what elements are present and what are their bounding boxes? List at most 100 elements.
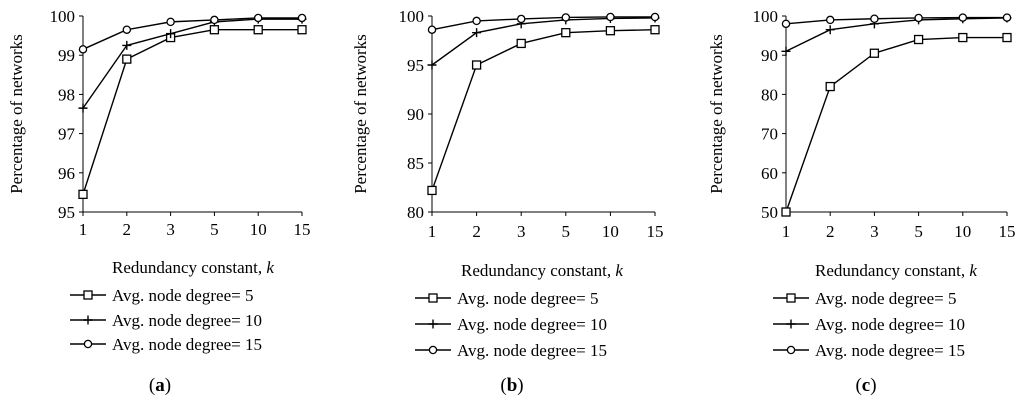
data-point xyxy=(914,13,923,23)
data-point xyxy=(78,189,88,200)
legend-marker xyxy=(428,293,438,303)
y-tick-label: 95 xyxy=(407,56,424,75)
x-tick-label: 3 xyxy=(870,222,879,241)
data-point xyxy=(561,13,571,22)
data-point xyxy=(606,12,615,22)
series-1 xyxy=(78,25,307,200)
legend-label: Avg. node degree= 15 xyxy=(815,341,965,360)
series-2 xyxy=(781,13,1012,56)
data-point xyxy=(472,28,482,38)
x-tick-label: 10 xyxy=(250,220,267,239)
legend-label: Avg. node degree= 10 xyxy=(815,315,965,334)
data-point xyxy=(297,13,307,23)
data-point xyxy=(650,25,660,35)
x-tick-label: 15 xyxy=(647,222,664,241)
legend-label: Avg. node degree= 15 xyxy=(457,341,607,360)
y-tick-label: 80 xyxy=(407,203,424,222)
x-tick-label: 5 xyxy=(562,222,571,241)
series-line xyxy=(431,29,656,191)
x-tick-label: 5 xyxy=(210,220,219,239)
x-tick-label: 1 xyxy=(782,222,791,241)
data-point xyxy=(650,12,660,22)
data-point xyxy=(869,48,880,58)
y-tick-label: 100 xyxy=(50,7,76,26)
panel-label: (c) xyxy=(855,375,876,396)
series-3 xyxy=(781,13,1012,29)
y-tick-label: 99 xyxy=(58,46,75,65)
data-point xyxy=(870,14,879,23)
y-tick-label: 90 xyxy=(761,46,778,65)
x-tick-label: 3 xyxy=(517,222,526,241)
data-point xyxy=(781,46,791,56)
data-point xyxy=(253,25,263,35)
series-3 xyxy=(427,12,660,34)
x-tick-label: 10 xyxy=(954,222,971,241)
data-point xyxy=(427,25,437,34)
legend-marker xyxy=(83,339,93,349)
series-line xyxy=(431,16,655,31)
y-axis-label: Percentage of networks xyxy=(351,34,370,194)
data-point xyxy=(297,25,307,35)
series-1 xyxy=(427,25,660,196)
x-axis-label: Redundancy constant, k xyxy=(461,261,623,280)
x-tick-label: 1 xyxy=(79,220,88,239)
x-tick-label: 2 xyxy=(826,222,835,241)
x-tick-label: 2 xyxy=(123,220,132,239)
y-tick-label: 96 xyxy=(58,164,75,183)
data-point xyxy=(516,38,526,49)
legend-entry: Avg. node degree= 5 xyxy=(70,286,253,305)
data-point xyxy=(166,17,175,27)
legend-label: Avg. node degree= 10 xyxy=(457,315,607,334)
data-point xyxy=(122,25,132,34)
y-tick-label: 100 xyxy=(399,7,425,26)
x-tick-label: 2 xyxy=(472,222,481,241)
series-line xyxy=(785,36,1007,213)
y-tick-label: 70 xyxy=(761,125,778,144)
legend-marker xyxy=(83,315,93,325)
y-tick-label: 80 xyxy=(761,85,778,104)
legend-entry: Avg. node degree= 15 xyxy=(415,341,607,360)
data-point xyxy=(472,16,481,26)
data-point xyxy=(781,207,791,217)
data-point xyxy=(825,15,835,25)
data-point xyxy=(427,185,437,196)
data-point xyxy=(516,14,526,24)
data-point xyxy=(166,29,176,39)
legend-entry: Avg. node degree= 5 xyxy=(773,289,956,308)
data-point xyxy=(78,103,88,113)
data-point xyxy=(1002,13,1012,22)
x-tick-label: 15 xyxy=(999,222,1016,241)
series-1 xyxy=(781,32,1012,217)
data-point xyxy=(122,40,132,50)
y-tick-label: 100 xyxy=(753,7,779,26)
series-2 xyxy=(427,13,660,70)
data-point xyxy=(427,60,437,70)
data-point xyxy=(1002,32,1012,43)
data-point xyxy=(825,25,835,35)
legend-entry: Avg. node degree= 15 xyxy=(773,341,965,360)
y-axis-label: Percentage of networks xyxy=(7,34,26,194)
x-tick-label: 10 xyxy=(602,222,619,241)
data-point xyxy=(958,32,968,43)
legend-entry: Avg. node degree= 10 xyxy=(70,311,262,330)
data-point xyxy=(253,13,263,23)
series-3 xyxy=(78,13,307,54)
chart-panel-c: 50 60 70 80 90 100 1 2 3 5 10 15 Percentage of netwo… xyxy=(707,7,1016,396)
legend-label: Avg. node degree= 5 xyxy=(457,289,598,308)
y-tick-label: 50 xyxy=(761,203,778,222)
y-tick-label: 85 xyxy=(407,154,424,173)
chart-panel-b: 80 85 90 95 100 1 2 3 5 10 15 Percentage of network… xyxy=(351,7,664,396)
series-line xyxy=(785,17,1008,52)
y-axis-label: Percentage of networks xyxy=(707,34,726,194)
legend-marker xyxy=(428,319,438,329)
x-axis-label: Redundancy constant, k xyxy=(112,258,274,277)
legend-entry: Avg. node degree= 10 xyxy=(773,315,965,334)
series-line xyxy=(431,17,656,66)
legend-marker xyxy=(428,345,438,355)
y-tick-label: 60 xyxy=(761,164,778,183)
data-point xyxy=(605,26,616,36)
data-point xyxy=(122,54,132,64)
series-line xyxy=(82,17,302,50)
data-point xyxy=(781,19,791,29)
